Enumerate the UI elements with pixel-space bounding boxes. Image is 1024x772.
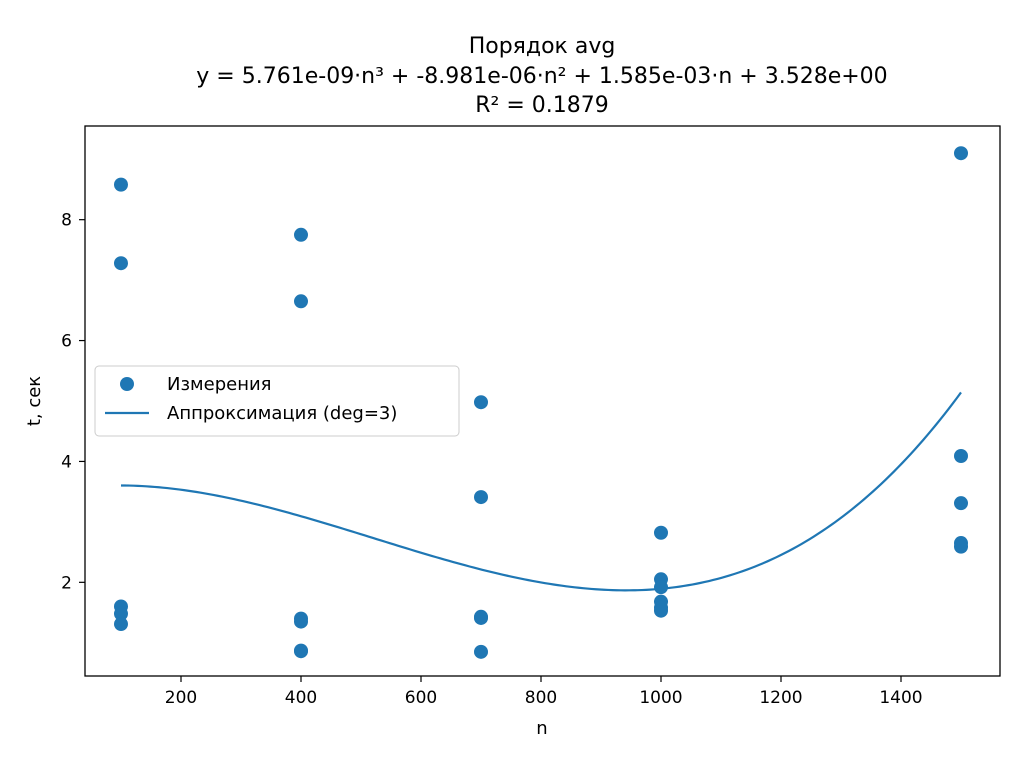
measurement-point [294,614,308,629]
measurement-point [474,610,488,625]
legend-box [94,365,460,437]
x-tick-label: 200 [165,688,197,708]
y-tick-label: 4 [61,452,72,472]
y-tick-label: 6 [61,332,72,352]
y-tick-label: 2 [61,573,72,593]
x-tick-label: 800 [525,688,557,708]
measurement-point [294,227,308,242]
y-tick-label: 8 [61,211,72,231]
measurement-point [114,606,128,621]
measurement-point [654,580,668,595]
measurement-point [474,490,488,505]
chart-title-line-1: Порядок avg [469,34,616,59]
chart-title-line-3: R² = 0.1879 [475,93,609,118]
measurement-point [294,644,308,659]
x-tick-label: 1200 [759,688,802,708]
measurement-point [114,177,128,192]
x-axis-label: n [536,718,547,739]
measurement-point [954,146,968,161]
legend: Измерения Аппроксимация (deg=3) [94,365,460,437]
measurement-point [954,496,968,511]
legend-label-measurements: Измерения [167,374,271,395]
x-axis-ticks: 200 400 600 800 1000 1200 1400 [165,676,923,708]
measurement-point [474,644,488,659]
x-tick-label: 1400 [879,688,922,708]
measurement-point [474,395,488,410]
measurement-point [654,603,668,618]
x-tick-label: 1000 [639,688,682,708]
measurement-point [114,617,128,632]
y-axis-label: t, сек [24,376,45,426]
measurement-point [114,256,128,271]
measurement-point [294,294,308,309]
plot-area [114,146,968,659]
plot-frame [84,125,1001,677]
x-tick-label: 600 [405,688,437,708]
chart-title-line-2: y = 5.761e-09·n³ + -8.981e-06·n² + 1.585… [196,64,887,89]
measurement-point [954,539,968,554]
measurement-point [654,525,668,540]
fit-curve-line [120,391,962,592]
y-axis-ticks: 2 4 6 8 [61,211,85,593]
measurement-point [954,449,968,463]
legend-label-fit: Аппроксимация (deg=3) [167,403,397,424]
x-tick-label: 400 [285,688,317,708]
legend-marker-measurements [120,377,134,391]
